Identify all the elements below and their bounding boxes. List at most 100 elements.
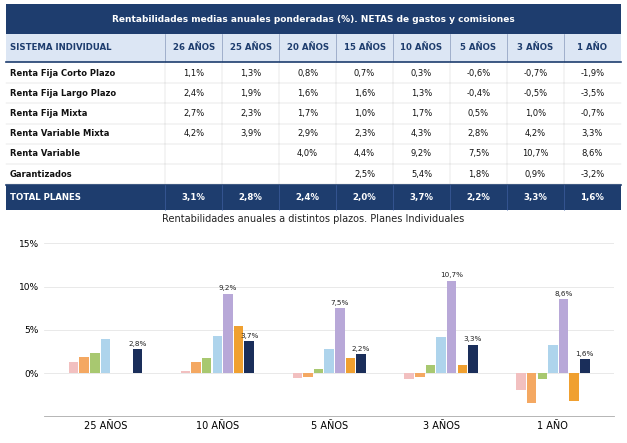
Text: 26 AÑOS: 26 AÑOS [172, 43, 215, 52]
Bar [426, 365, 435, 373]
Text: 1,6%: 1,6% [354, 89, 375, 98]
Text: 0,3%: 0,3% [411, 69, 432, 78]
Bar [223, 294, 233, 373]
Text: 3,9%: 3,9% [240, 129, 261, 138]
Text: -3,5%: -3,5% [580, 89, 604, 98]
Text: Rentabilidades anuales a distintos plazos. Planes Individuales: Rentabilidades anuales a distintos plazo… [162, 214, 465, 224]
Text: 3,3%: 3,3% [464, 337, 482, 342]
Text: -0,6%: -0,6% [466, 69, 490, 78]
Text: Garantizados: Garantizados [10, 170, 73, 179]
Text: 10,7%: 10,7% [522, 149, 549, 159]
Text: -1,9%: -1,9% [580, 69, 604, 78]
FancyBboxPatch shape [6, 185, 621, 210]
Bar [559, 299, 568, 373]
Bar [580, 359, 589, 373]
FancyBboxPatch shape [6, 4, 621, 34]
Text: 3,3%: 3,3% [582, 129, 603, 138]
Bar [516, 373, 526, 389]
Text: Renta Variable Mixta: Renta Variable Mixta [10, 129, 109, 138]
Text: 1,9%: 1,9% [240, 89, 261, 98]
Text: 2,5%: 2,5% [354, 170, 375, 179]
Text: 0,5%: 0,5% [468, 109, 489, 118]
Text: 3,7%: 3,7% [240, 333, 258, 339]
Text: 2,3%: 2,3% [240, 109, 261, 118]
Text: 9,2%: 9,2% [411, 149, 432, 159]
Text: 1,3%: 1,3% [411, 89, 432, 98]
Text: -3,2%: -3,2% [580, 170, 604, 179]
Bar [303, 373, 313, 377]
Text: Rentabilidades medias anuales ponderadas (%). NETAS de gastos y comisiones: Rentabilidades medias anuales ponderadas… [112, 15, 515, 23]
Text: 2,4%: 2,4% [183, 89, 204, 98]
Text: Renta Variable: Renta Variable [10, 149, 80, 159]
Text: 1,6%: 1,6% [297, 89, 319, 98]
Bar [132, 349, 142, 373]
FancyBboxPatch shape [6, 124, 621, 144]
Text: 2,3%: 2,3% [354, 129, 375, 138]
Text: Renta Fija Mixta: Renta Fija Mixta [10, 109, 87, 118]
Text: 10 AÑOS: 10 AÑOS [401, 43, 443, 52]
Text: 2,0%: 2,0% [353, 193, 376, 202]
Bar [548, 345, 557, 373]
Text: -0,7%: -0,7% [580, 109, 604, 118]
Bar [415, 373, 424, 377]
Text: 4,3%: 4,3% [411, 129, 432, 138]
Text: 4,4%: 4,4% [354, 149, 375, 159]
Text: 20 AÑOS: 20 AÑOS [287, 43, 329, 52]
Text: 7,5%: 7,5% [468, 149, 489, 159]
Bar [293, 373, 302, 378]
Bar [202, 358, 211, 373]
Text: 1,7%: 1,7% [297, 109, 319, 118]
Bar [314, 369, 324, 373]
Text: 2,7%: 2,7% [183, 109, 204, 118]
Bar [335, 308, 345, 373]
Text: 10,7%: 10,7% [440, 272, 463, 279]
Text: TOTAL PLANES: TOTAL PLANES [10, 193, 81, 202]
Bar [458, 365, 467, 373]
Bar [90, 353, 100, 373]
Text: 2,2%: 2,2% [352, 346, 371, 352]
Text: 2,9%: 2,9% [297, 129, 319, 138]
Text: 3,1%: 3,1% [182, 193, 206, 202]
Text: 1,3%: 1,3% [240, 69, 261, 78]
Text: 15 AÑOS: 15 AÑOS [344, 43, 386, 52]
Bar [527, 373, 537, 404]
FancyBboxPatch shape [6, 164, 621, 184]
Text: 4,2%: 4,2% [183, 129, 204, 138]
Text: -0,4%: -0,4% [466, 89, 490, 98]
Text: 4,2%: 4,2% [525, 129, 546, 138]
Bar [191, 362, 201, 373]
Bar [345, 358, 356, 373]
Bar [537, 373, 547, 379]
Bar [181, 371, 190, 373]
FancyBboxPatch shape [6, 103, 621, 124]
Bar [569, 373, 579, 401]
Text: 5,4%: 5,4% [411, 170, 432, 179]
Text: 7,5%: 7,5% [330, 300, 349, 306]
Bar [436, 337, 446, 373]
Bar [101, 339, 110, 373]
Bar [468, 345, 478, 373]
Text: 2,8%: 2,8% [468, 129, 489, 138]
Text: 2,2%: 2,2% [466, 193, 490, 202]
Text: Renta Fija Corto Plazo: Renta Fija Corto Plazo [10, 69, 115, 78]
Text: 25 AÑOS: 25 AÑOS [229, 43, 272, 52]
Bar [213, 336, 222, 373]
Text: 1 AÑO: 1 AÑO [577, 43, 608, 52]
Bar [245, 341, 254, 373]
Text: 1,1%: 1,1% [183, 69, 204, 78]
FancyBboxPatch shape [6, 63, 621, 83]
Text: Renta Fija Largo Plazo: Renta Fija Largo Plazo [10, 89, 116, 98]
Text: 1,0%: 1,0% [525, 109, 546, 118]
Text: 1,7%: 1,7% [411, 109, 432, 118]
Text: 3 AÑOS: 3 AÑOS [517, 43, 554, 52]
Text: 1,6%: 1,6% [581, 193, 604, 202]
Text: 1,0%: 1,0% [354, 109, 375, 118]
Text: -0,7%: -0,7% [523, 69, 547, 78]
Bar [80, 357, 89, 373]
Bar [447, 280, 456, 373]
Bar [404, 373, 414, 379]
Text: 2,4%: 2,4% [296, 193, 320, 202]
Text: SISTEMA INDIVIDUAL: SISTEMA INDIVIDUAL [10, 43, 112, 52]
FancyBboxPatch shape [6, 34, 621, 62]
Text: 9,2%: 9,2% [219, 285, 237, 291]
